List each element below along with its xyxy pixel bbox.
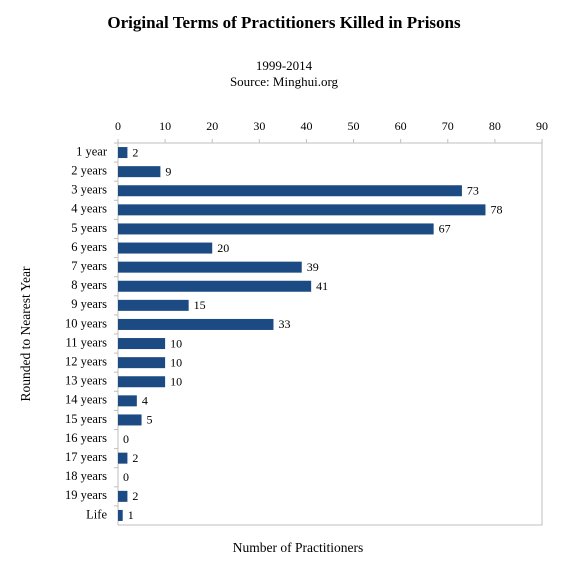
y-tick-label: 12 years — [65, 355, 107, 369]
bar — [118, 147, 128, 159]
x-tick-label: 30 — [253, 119, 265, 133]
data-label: 10 — [170, 336, 182, 350]
y-tick-label: 11 years — [65, 335, 107, 349]
chart-source: Source: Minghui.org — [230, 74, 339, 89]
bar — [118, 318, 274, 330]
bar — [118, 338, 166, 350]
bar — [118, 166, 161, 178]
bar — [118, 357, 166, 369]
x-tick-label: 60 — [395, 119, 407, 133]
data-label: 73 — [467, 184, 479, 198]
y-tick-label: 9 years — [71, 297, 107, 311]
data-label: 78 — [490, 203, 502, 217]
data-label: 2 — [132, 451, 138, 465]
x-axis-title: Number of Practitioners — [233, 540, 363, 555]
data-label: 10 — [170, 355, 182, 369]
y-tick-label: 18 years — [65, 469, 107, 483]
x-tick-label: 50 — [348, 119, 360, 133]
bar — [118, 204, 486, 216]
data-label: 39 — [307, 260, 319, 274]
data-label: 15 — [194, 298, 206, 312]
y-tick-label: 3 years — [71, 183, 107, 197]
x-tick-label: 90 — [536, 119, 548, 133]
y-tick-label: 7 years — [71, 259, 107, 273]
y-tick-label: 17 years — [65, 450, 107, 464]
bar — [118, 490, 128, 502]
y-tick-label: 19 years — [65, 488, 107, 502]
data-label: 1 — [128, 508, 134, 522]
bar — [118, 376, 166, 388]
data-label: 10 — [170, 375, 182, 389]
chart-subtitle: 1999-2014 — [256, 58, 313, 73]
plot-area — [117, 142, 543, 526]
y-tick-label: 5 years — [71, 221, 107, 235]
data-label: 0 — [123, 470, 129, 484]
x-tick-label: 70 — [442, 119, 454, 133]
bar — [118, 242, 213, 254]
bar — [118, 299, 189, 311]
x-tick-label: 0 — [115, 119, 121, 133]
bar — [118, 395, 137, 407]
data-label: 20 — [217, 241, 229, 255]
x-tick-label: 40 — [300, 119, 312, 133]
y-tick-label: Life — [86, 507, 107, 521]
bar — [118, 223, 434, 235]
data-label: 33 — [278, 317, 290, 331]
data-label: 9 — [165, 164, 171, 178]
bar — [118, 452, 128, 464]
y-tick-label: 14 years — [65, 393, 107, 407]
y-tick-label: 6 years — [71, 240, 107, 254]
data-label: 41 — [316, 279, 328, 293]
x-tick-label: 20 — [206, 119, 218, 133]
bar — [118, 261, 302, 273]
bar — [118, 414, 142, 426]
bar — [118, 509, 123, 521]
y-tick-label: 8 years — [71, 278, 107, 292]
y-tick-label: 13 years — [65, 374, 107, 388]
y-axis-title: Rounded to Nearest Year — [18, 266, 33, 401]
data-label: 4 — [142, 394, 148, 408]
data-label: 2 — [132, 489, 138, 503]
bar — [118, 185, 462, 197]
data-label: 2 — [132, 145, 138, 159]
x-tick-label: 10 — [159, 119, 171, 133]
y-tick-label: 10 years — [65, 316, 107, 330]
data-label: 67 — [439, 222, 451, 236]
data-label: 0 — [123, 432, 129, 446]
y-tick-label: 4 years — [71, 202, 107, 216]
data-label: 5 — [147, 413, 153, 427]
y-tick-label: 2 years — [71, 164, 107, 178]
y-tick-label: 15 years — [65, 412, 107, 426]
chart-title: Original Terms of Practitioners Killed i… — [107, 13, 461, 32]
bar — [118, 280, 312, 292]
x-tick-label: 80 — [489, 119, 501, 133]
y-tick-label: 16 years — [65, 431, 107, 445]
y-tick-label: 1 year — [76, 144, 108, 158]
